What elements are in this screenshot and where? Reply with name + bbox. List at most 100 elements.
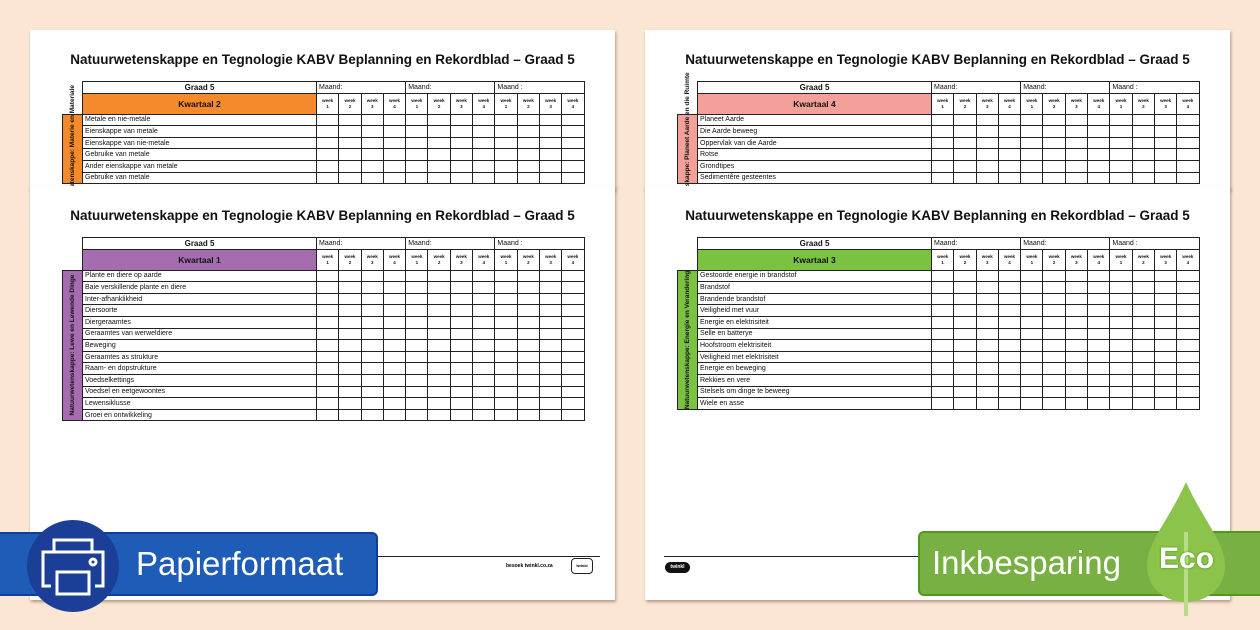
- week-cell[interactable]: [1176, 136, 1200, 150]
- week-cell[interactable]: [1042, 362, 1066, 375]
- week-cell[interactable]: [975, 362, 999, 375]
- week-cell[interactable]: [516, 339, 540, 352]
- week-cell[interactable]: [1109, 171, 1133, 185]
- week-cell[interactable]: [561, 113, 585, 127]
- week-cell[interactable]: [930, 397, 955, 410]
- week-cell[interactable]: [997, 373, 1022, 387]
- week-cell[interactable]: [1131, 327, 1155, 341]
- week-cell[interactable]: [315, 269, 340, 283]
- week-cell[interactable]: [405, 148, 429, 161]
- week-cell[interactable]: [472, 362, 496, 375]
- week-cell[interactable]: [953, 269, 977, 283]
- week-cell[interactable]: [1131, 281, 1155, 294]
- week-cell[interactable]: [494, 136, 518, 150]
- week-cell[interactable]: [561, 350, 585, 364]
- week-cell[interactable]: [538, 136, 563, 150]
- week-cell[interactable]: [1064, 292, 1089, 306]
- week-cell[interactable]: [975, 373, 999, 387]
- week-cell[interactable]: [360, 362, 384, 375]
- week-cell[interactable]: [494, 350, 518, 364]
- week-cell[interactable]: [315, 339, 340, 352]
- week-cell[interactable]: [338, 397, 362, 410]
- week-cell[interactable]: [953, 159, 977, 173]
- week-cell[interactable]: [1042, 373, 1066, 387]
- week-cell[interactable]: [338, 327, 362, 341]
- week-cell[interactable]: [930, 304, 955, 317]
- week-cell[interactable]: [449, 304, 474, 317]
- week-cell[interactable]: [1087, 385, 1111, 399]
- week-cell[interactable]: [1020, 171, 1044, 185]
- week-cell[interactable]: [561, 281, 585, 294]
- week-cell[interactable]: [930, 171, 955, 185]
- week-cell[interactable]: [427, 113, 451, 127]
- week-cell[interactable]: [1042, 136, 1066, 150]
- week-cell[interactable]: [1042, 304, 1066, 317]
- week-cell[interactable]: [360, 171, 384, 185]
- week-cell[interactable]: [382, 315, 407, 329]
- week-cell[interactable]: [1020, 373, 1044, 387]
- week-cell[interactable]: [472, 315, 496, 329]
- week-cell[interactable]: [1020, 159, 1044, 173]
- week-cell[interactable]: [1131, 125, 1155, 138]
- week-cell[interactable]: [1109, 125, 1133, 138]
- week-cell[interactable]: [427, 269, 451, 283]
- week-cell[interactable]: [427, 315, 451, 329]
- week-cell[interactable]: [405, 269, 429, 283]
- week-cell[interactable]: [315, 350, 340, 364]
- week-cell[interactable]: [930, 281, 955, 294]
- week-cell[interactable]: [315, 113, 340, 127]
- week-cell[interactable]: [953, 315, 977, 329]
- week-cell[interactable]: [1020, 304, 1044, 317]
- week-cell[interactable]: [516, 269, 540, 283]
- week-cell[interactable]: [405, 281, 429, 294]
- week-cell[interactable]: [449, 113, 474, 127]
- week-cell[interactable]: [975, 327, 999, 341]
- week-cell[interactable]: [360, 315, 384, 329]
- week-cell[interactable]: [516, 148, 540, 161]
- week-cell[interactable]: [472, 171, 496, 185]
- week-cell[interactable]: [953, 171, 977, 185]
- week-cell[interactable]: [538, 269, 563, 283]
- week-cell[interactable]: [930, 350, 955, 364]
- week-cell[interactable]: [382, 373, 407, 387]
- week-cell[interactable]: [1109, 113, 1133, 127]
- week-cell[interactable]: [360, 113, 384, 127]
- week-cell[interactable]: [1087, 315, 1111, 329]
- week-cell[interactable]: [472, 269, 496, 283]
- week-cell[interactable]: [315, 373, 340, 387]
- week-cell[interactable]: [1087, 397, 1111, 410]
- week-cell[interactable]: [1020, 148, 1044, 161]
- week-cell[interactable]: [382, 125, 407, 138]
- week-cell[interactable]: [1020, 327, 1044, 341]
- week-cell[interactable]: [1153, 113, 1178, 127]
- week-cell[interactable]: [997, 339, 1022, 352]
- week-cell[interactable]: [561, 327, 585, 341]
- week-cell[interactable]: [975, 304, 999, 317]
- week-cell[interactable]: [338, 269, 362, 283]
- week-cell[interactable]: [516, 159, 540, 173]
- week-cell[interactable]: [472, 292, 496, 306]
- week-cell[interactable]: [1042, 350, 1066, 364]
- week-cell[interactable]: [449, 171, 474, 185]
- week-cell[interactable]: [1176, 292, 1200, 306]
- week-cell[interactable]: [315, 408, 340, 422]
- week-cell[interactable]: [997, 362, 1022, 375]
- week-cell[interactable]: [516, 171, 540, 185]
- week-cell[interactable]: [1153, 136, 1178, 150]
- week-cell[interactable]: [953, 385, 977, 399]
- week-cell[interactable]: [449, 315, 474, 329]
- week-cell[interactable]: [338, 171, 362, 185]
- week-cell[interactable]: [405, 397, 429, 410]
- week-cell[interactable]: [405, 327, 429, 341]
- week-cell[interactable]: [538, 327, 563, 341]
- week-cell[interactable]: [1064, 327, 1089, 341]
- week-cell[interactable]: [360, 159, 384, 173]
- week-cell[interactable]: [427, 292, 451, 306]
- week-cell[interactable]: [1087, 373, 1111, 387]
- week-cell[interactable]: [405, 408, 429, 422]
- week-cell[interactable]: [516, 385, 540, 399]
- week-cell[interactable]: [1087, 125, 1111, 138]
- week-cell[interactable]: [382, 171, 407, 185]
- week-cell[interactable]: [538, 113, 563, 127]
- week-cell[interactable]: [516, 327, 540, 341]
